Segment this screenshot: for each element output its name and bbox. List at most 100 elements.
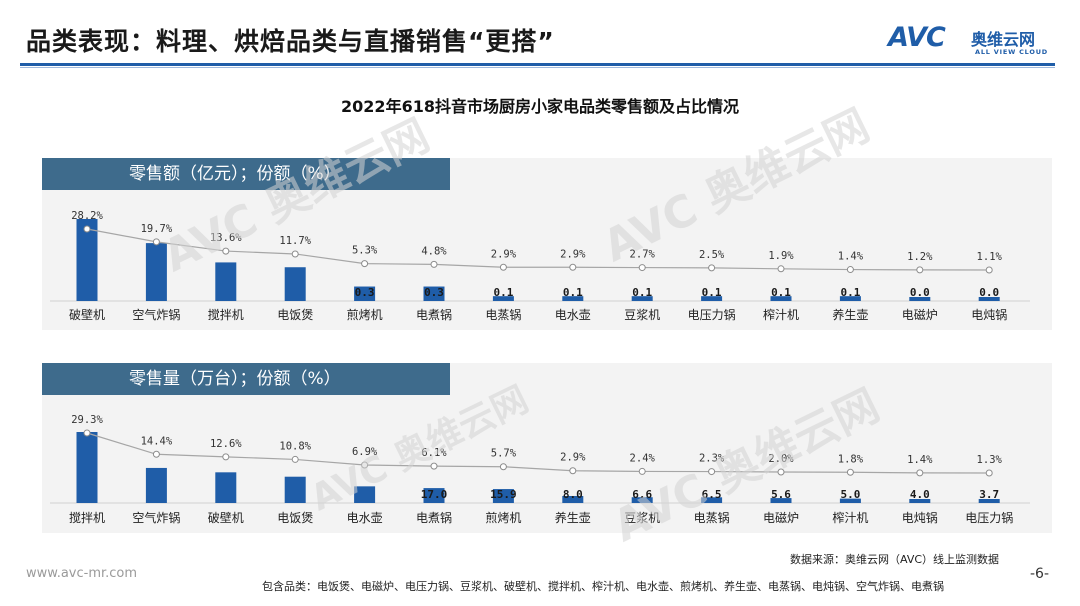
share-label: 14.4% bbox=[141, 435, 173, 447]
bar bbox=[145, 467, 167, 503]
share-point bbox=[846, 266, 854, 274]
category-label: 电水壶 bbox=[347, 510, 383, 525]
share-point bbox=[916, 469, 924, 477]
share-point bbox=[152, 450, 160, 458]
share-line bbox=[86, 432, 990, 474]
bar-value-label: 3.7 bbox=[979, 488, 999, 501]
share-label: 1.9% bbox=[768, 250, 794, 262]
share-label: 10.8% bbox=[279, 440, 311, 452]
category-label: 豆浆机 bbox=[624, 307, 660, 322]
bar bbox=[562, 296, 584, 301]
share-label: 2.7% bbox=[630, 249, 656, 261]
page-number: -6- bbox=[1030, 566, 1050, 582]
share-point bbox=[846, 468, 854, 476]
logo-name-cn: 奥维云网 bbox=[971, 30, 1036, 49]
category-label: 榨汁机 bbox=[832, 510, 868, 525]
share-point bbox=[916, 266, 924, 274]
bar-value-label: 0.3 bbox=[424, 286, 444, 299]
bar-value-label: 6.5 bbox=[702, 488, 722, 501]
category-label: 养生壶 bbox=[555, 510, 591, 525]
category-label: 电饭煲 bbox=[277, 307, 313, 322]
share-point bbox=[708, 264, 716, 272]
bar bbox=[770, 498, 792, 503]
share-point bbox=[222, 453, 230, 461]
bar bbox=[423, 286, 445, 301]
bar-value-label: 0.1 bbox=[771, 286, 791, 299]
bar-value-label: 0.0 bbox=[979, 286, 999, 299]
share-point bbox=[430, 462, 438, 470]
share-point bbox=[777, 265, 785, 273]
share-label: 2.9% bbox=[560, 248, 586, 260]
category-label: 电压力锅 bbox=[965, 510, 1013, 525]
category-label: 电水壶 bbox=[555, 307, 591, 322]
share-label: 1.8% bbox=[838, 453, 864, 465]
category-label: 煎烤机 bbox=[485, 510, 521, 525]
share-label: 2.0% bbox=[768, 453, 794, 465]
share-point bbox=[361, 461, 369, 469]
category-label: 电压力锅 bbox=[688, 307, 736, 322]
bar bbox=[978, 499, 1000, 503]
category-label: 破壁机 bbox=[208, 510, 244, 525]
share-label: 2.9% bbox=[491, 248, 517, 260]
category-label: 破壁机 bbox=[69, 307, 105, 322]
page-title: 品类表现：料理、烘焙品类与直播销售“更搭” bbox=[26, 27, 555, 56]
share-label: 28.2% bbox=[71, 210, 103, 222]
share-point bbox=[291, 455, 299, 463]
share-label: 1.4% bbox=[907, 454, 933, 466]
website-url[interactable]: www.avc-mr.com bbox=[26, 566, 138, 581]
share-label: 11.7% bbox=[279, 235, 311, 247]
share-point bbox=[708, 468, 716, 476]
share-label: 2.3% bbox=[699, 453, 725, 465]
bar bbox=[284, 476, 306, 503]
share-label: 5.3% bbox=[352, 245, 378, 257]
category-label: 养生壶 bbox=[832, 307, 868, 322]
bar bbox=[909, 499, 931, 503]
bar bbox=[284, 267, 306, 301]
bar-value-label: 5.0 bbox=[840, 488, 860, 501]
bar bbox=[76, 219, 98, 301]
bar-value-label: 6.6 bbox=[632, 488, 652, 501]
bar-value-label: 0.0 bbox=[910, 286, 930, 299]
category-label: 电煮锅 bbox=[416, 510, 452, 525]
share-label: 2.9% bbox=[560, 452, 586, 464]
bar-value-label: 0.1 bbox=[493, 286, 513, 299]
category-label: 电磁炉 bbox=[763, 510, 799, 525]
share-label: 6.1% bbox=[421, 447, 447, 459]
bar-value-label: 4.0 bbox=[910, 488, 930, 501]
share-label: 6.9% bbox=[352, 446, 378, 458]
share-label: 1.4% bbox=[838, 251, 864, 263]
share-label: 2.4% bbox=[630, 452, 656, 464]
bar-value-label: 17.0 bbox=[421, 488, 448, 501]
bar bbox=[978, 297, 1000, 301]
sales-value-panel-title: 零售额（亿元）；份额（%） bbox=[42, 158, 450, 190]
share-label: 1.3% bbox=[977, 454, 1003, 466]
bar bbox=[562, 495, 584, 503]
avc-logo: AVC 奥维云网 ALL VIEW CLOUD bbox=[888, 20, 1058, 60]
bar bbox=[145, 243, 167, 301]
bar bbox=[701, 296, 723, 301]
share-point bbox=[83, 429, 91, 437]
share-label: 4.8% bbox=[421, 245, 447, 257]
chart-title: 2022年618抖音市场厨房小家电品类零售额及占比情况 bbox=[341, 97, 739, 116]
bar bbox=[770, 296, 792, 301]
category-label: 搅拌机 bbox=[69, 510, 105, 525]
share-line bbox=[86, 228, 990, 271]
share-label: 19.7% bbox=[141, 223, 173, 235]
share-point bbox=[638, 264, 646, 272]
category-label: 电蒸锅 bbox=[485, 307, 521, 322]
bar-value-label: 8.0 bbox=[563, 488, 583, 501]
share-point bbox=[985, 469, 993, 477]
data-source-note: 数据来源：奥维云网（AVC）线上监测数据 bbox=[790, 553, 1000, 566]
logo-mark: AVC bbox=[888, 22, 946, 53]
bar-value-label: 0.1 bbox=[563, 286, 583, 299]
share-point bbox=[569, 467, 577, 475]
logo-name-en: ALL VIEW CLOUD bbox=[975, 48, 1048, 56]
bar bbox=[631, 497, 653, 503]
bar bbox=[492, 489, 514, 503]
share-label: 12.6% bbox=[210, 438, 242, 450]
share-point bbox=[430, 260, 438, 268]
category-label: 电炖锅 bbox=[902, 510, 938, 525]
bar bbox=[76, 432, 98, 503]
bar bbox=[354, 286, 376, 301]
share-point bbox=[152, 238, 160, 246]
